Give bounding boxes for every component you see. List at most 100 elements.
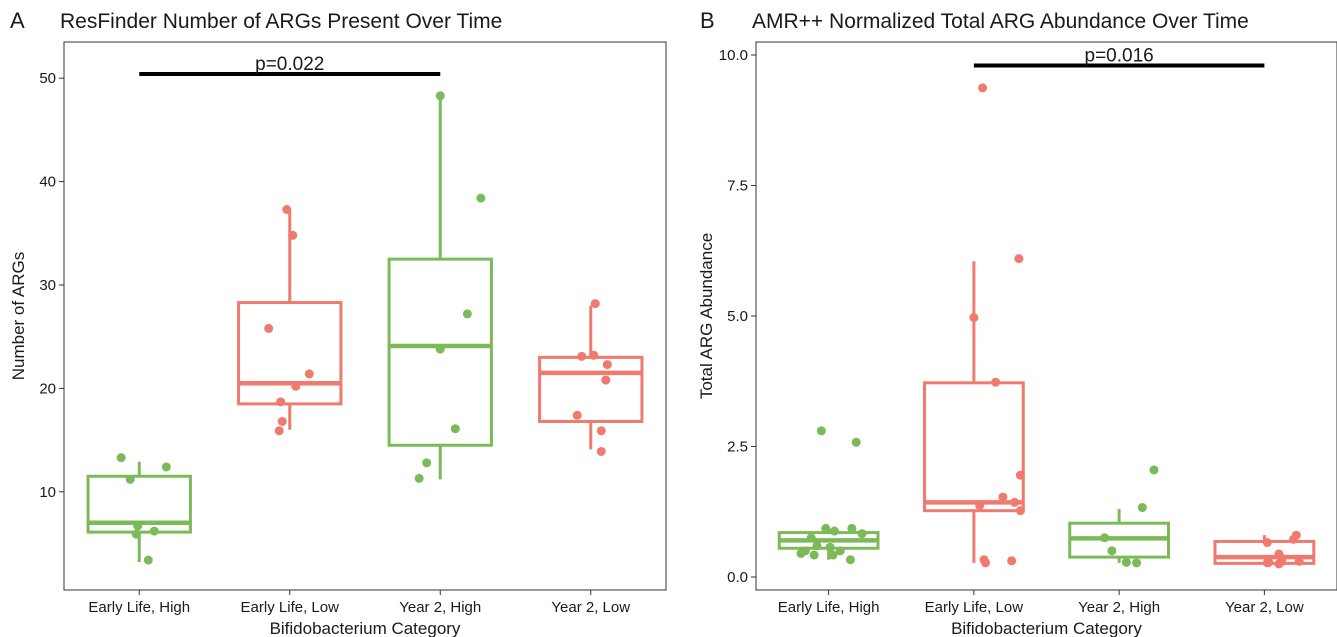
x-tick-label: Early Life, Low [241,599,340,616]
data-point [1010,497,1020,507]
data-point [1288,534,1298,544]
data-point [969,313,979,323]
data-point [596,446,606,456]
data-point [978,83,988,93]
panel-a: A ResFinder Number of ARGs Present Over T… [9,8,667,637]
data-point [274,426,284,436]
plot-frame [755,41,1337,591]
y-tick-label: 10 [39,484,56,501]
data-point [1294,556,1304,566]
box-body [538,355,644,423]
data-point [845,555,855,565]
box-2 [237,210,343,430]
data-point [835,546,845,556]
data-point [462,309,472,319]
data-point [1132,558,1142,568]
data-point [277,416,287,426]
p-value-label: p=0.016 [1085,45,1154,66]
box-body [237,301,343,406]
x-tick-label: Year 2, High [399,599,481,616]
data-point [131,529,141,539]
data-point [133,521,143,531]
data-point [857,529,867,539]
y-tick-label: 30 [39,277,56,294]
data-point [1015,506,1025,516]
x-tick-label: Year 2, High [1078,599,1160,616]
box-3 [387,95,493,480]
data-point [812,541,822,551]
data-point [450,424,460,434]
y-tick-label: 20 [39,380,56,397]
data-point [143,555,153,565]
data-point [829,526,839,536]
y-tick-label: 50 [39,70,56,87]
x-axis-label: Bifidobacterium Category [951,619,1142,637]
data-point [304,369,314,379]
y-axis-label: Number of ARGs [9,252,28,381]
y-tick-label: 0.0 [727,569,748,586]
y-tick-label: 7.5 [727,178,748,195]
y-axis-label: Total ARG Abundance [697,233,716,399]
data-point [816,426,826,436]
data-point [851,437,861,447]
data-point [264,323,274,333]
box-body [922,381,1025,513]
data-point [1262,538,1272,548]
data-point [161,462,171,472]
chart-title: ResFinder Number of ARGs Present Over Ti… [60,10,502,33]
x-tick-label: Year 2, Low [551,599,630,616]
data-point [590,299,600,309]
y-tick-label: 2.5 [727,438,748,455]
data-point [1274,559,1284,569]
box-body [387,257,493,447]
data-point [1100,533,1110,543]
data-point [125,474,135,484]
data-point [1107,546,1117,556]
data-point [1121,557,1131,567]
data-point [288,230,298,240]
data-point [422,458,432,468]
data-point [1015,470,1025,480]
data-point [435,344,445,354]
data-point [602,360,612,370]
p-value-label: p=0.022 [255,54,324,75]
panel-label: A [10,8,25,33]
data-point [825,542,835,552]
data-point [149,526,159,536]
x-tick-label: Year 2, Low [1225,599,1304,616]
data-point [847,523,857,533]
x-axis-label: Bifidobacterium Category [270,619,461,637]
data-point [1264,557,1274,567]
data-point [821,523,831,533]
data-point [998,492,1008,502]
data-point [596,426,606,436]
data-point [796,548,806,558]
data-point [828,550,838,560]
y-tick-label: 40 [39,174,56,191]
y-tick-label: 10.0 [719,47,748,64]
box-2 [922,261,1025,563]
y-tick-label: 5.0 [727,308,748,325]
data-point [589,350,599,360]
box-4 [538,305,644,450]
x-tick-label: Early Life, Low [925,599,1024,616]
data-point [577,351,587,361]
box-1 [86,461,192,563]
plot-frame [63,41,667,591]
data-point [282,205,292,215]
data-point [291,381,301,391]
box-3 [1068,509,1171,563]
data-point [1149,465,1159,475]
x-tick-label: Early Life, High [778,599,880,616]
data-point [980,558,990,568]
data-point [1007,556,1017,566]
data-point [435,91,445,101]
data-point [414,473,424,483]
data-point [572,410,582,420]
data-point [991,377,1001,387]
data-point [476,193,486,203]
data-point [116,453,126,463]
data-point [806,533,816,543]
